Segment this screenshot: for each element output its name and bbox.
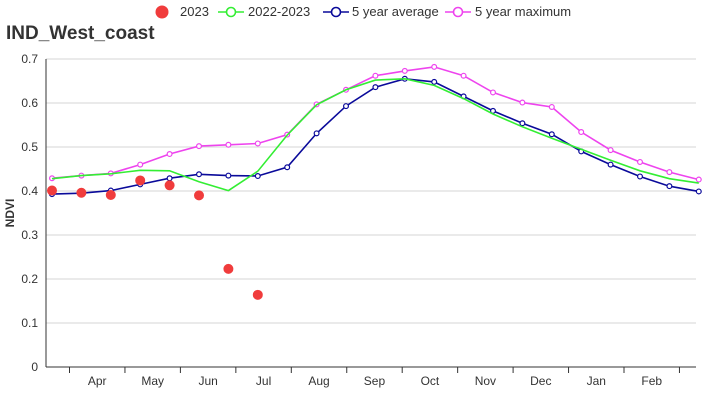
point-max5 [166,151,173,158]
point-2023 [135,175,146,186]
legend-marker-5yr-maximum [452,6,464,18]
y-tick-label: 0.4 [21,184,38,198]
point-max5 [137,161,144,168]
point-avg5 [166,175,173,182]
point-2023 [252,289,263,300]
point-avg5 [636,173,643,180]
x-tick-label: Jul [256,374,271,388]
point-avg5 [225,172,232,179]
point-max5 [490,89,497,96]
point-avg5 [313,130,320,137]
point-max5 [460,72,467,79]
series-line-s2223 [51,77,699,192]
y-tick-label: 0 [31,360,38,374]
legend: 2023 2022-2023 5 year average 5 year max… [155,4,571,19]
x-tick-label: May [141,374,164,388]
point-avg5 [254,173,261,180]
chart-title: IND_West_coast [6,23,155,44]
x-tick-label: Jan [587,374,606,388]
legend-marker-5yr-average [330,6,342,18]
point-max5 [225,141,232,148]
point-avg5 [196,171,203,178]
point-avg5 [607,161,614,168]
point-2023 [105,189,116,200]
y-axis-ticks: 0 0.1 0.2 0.3 0.4 0.5 0.6 0.7 [21,52,38,374]
point-avg5 [519,120,526,127]
x-axis: Apr May Jun Jul Aug Sep Oct Nov Dec Jan Feb [45,59,696,388]
x-tick-label: Sep [364,374,386,388]
y-tick-label: 0.6 [21,96,38,110]
point-avg5 [548,131,555,138]
point-max5 [196,143,203,150]
x-tick-label: Nov [475,374,496,388]
point-avg5 [284,164,291,171]
legend-marker-2022-2023 [225,6,237,18]
series-line-avg5 [51,77,699,195]
point-avg5 [666,183,673,190]
y-tick-label: 0.3 [21,228,38,242]
x-tick-label: Jun [198,374,217,388]
point-max5 [607,147,614,154]
y-tick-label: 0.7 [21,52,38,66]
legend-label-5yr-maximum: 5 year maximum [475,4,571,19]
point-max5 [548,103,555,110]
point-max5 [578,129,585,136]
point-2023 [76,187,87,198]
point-avg5 [372,84,379,91]
point-max5 [666,169,673,176]
point-2023 [47,185,57,196]
point-max5 [254,140,261,147]
legend-label-2022-2023: 2022-2023 [248,4,310,19]
point-2023 [164,180,175,191]
point-max5 [519,99,526,106]
y-tick-label: 0.1 [21,316,38,330]
point-avg5 [431,78,438,85]
point-max5 [636,158,643,165]
x-tick-label: Feb [641,374,662,388]
plot-series [47,63,702,300]
x-tick-label: Oct [421,374,440,388]
gridlines [46,58,696,324]
legend-marker-2023 [155,5,169,19]
legend-label-2023: 2023 [180,4,209,19]
x-tick-label: Dec [530,374,551,388]
y-tick-label: 0.2 [21,272,38,286]
x-tick-label: Apr [88,374,107,388]
series-line-max5 [51,66,699,181]
point-avg5 [695,188,702,195]
point-max5 [695,176,702,183]
y-axis-label: NDVI [3,199,17,228]
y-tick-label: 0.5 [21,140,38,154]
point-2023 [194,190,204,201]
point-2023 [223,263,234,274]
point-max5 [401,67,408,74]
point-max5 [431,63,438,70]
legend-label-5yr-average: 5 year average [352,4,439,19]
x-tick-label: Aug [308,374,329,388]
point-avg5 [343,103,350,110]
point-max5 [372,72,379,79]
